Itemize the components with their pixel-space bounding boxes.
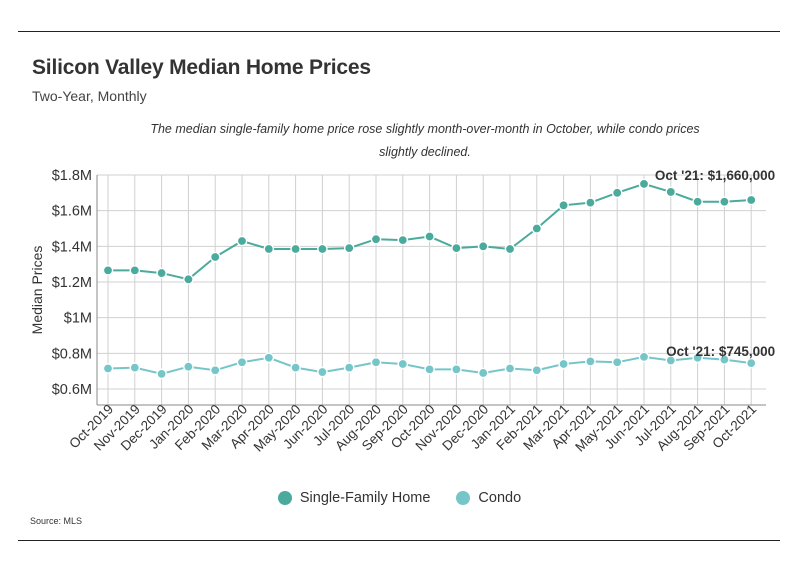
legend-item-single-family[interactable]: Single-Family Home	[277, 490, 431, 506]
data-point-condo	[397, 358, 409, 370]
data-point-single-family	[692, 196, 703, 208]
data-point-single-family	[290, 243, 301, 255]
data-point-single-family	[129, 265, 141, 276]
data-point-condo	[290, 362, 301, 373]
data-point-condo	[477, 367, 489, 379]
data-point-single-family	[719, 196, 730, 208]
data-point-single-family	[236, 235, 248, 247]
data-point-condo	[129, 362, 141, 373]
legend: Single-Family Home Condo	[0, 490, 799, 506]
y-axis-title: Median Prices	[29, 246, 45, 335]
data-point-single-family	[638, 178, 650, 190]
chart-subtitle: Two-Year, Monthly	[32, 88, 147, 104]
data-point-single-family	[102, 265, 114, 276]
data-point-condo	[209, 364, 221, 376]
data-point-condo	[531, 364, 543, 376]
y-tick-label: $1.4M	[52, 239, 92, 255]
y-tick-label: $1.6M	[52, 204, 92, 220]
data-point-condo	[585, 356, 596, 367]
y-tick-label: $0.8M	[52, 346, 92, 362]
annotation-label: Oct '21: $745,000	[666, 344, 775, 359]
data-point-condo	[183, 361, 194, 373]
data-point-condo	[638, 351, 650, 363]
data-point-condo	[504, 363, 516, 374]
data-point-condo	[424, 364, 435, 375]
legend-label-condo: Condo	[478, 490, 522, 506]
source-note: Source: MLS	[30, 516, 83, 526]
data-point-single-family	[397, 234, 409, 246]
data-point-condo	[263, 352, 275, 364]
annotation-label: Oct '21: $1,660,000	[655, 168, 775, 183]
data-point-single-family	[611, 187, 623, 199]
legend-label-single-family: Single-Family Home	[299, 490, 431, 506]
y-tick-label: $1M	[64, 311, 92, 327]
y-tick-label: $0.6M	[52, 382, 92, 398]
y-tick-label: $1.8M	[52, 168, 92, 184]
data-point-single-family	[477, 241, 489, 252]
data-point-single-family	[209, 251, 221, 263]
data-point-condo	[317, 366, 328, 378]
chart-note: The median single-family home price rose…	[150, 122, 700, 159]
legend-item-condo[interactable]: Condo	[456, 490, 521, 506]
data-point-condo	[692, 352, 703, 364]
data-point-single-family	[558, 200, 569, 211]
data-point-condo	[236, 356, 248, 368]
data-point-single-family	[370, 233, 382, 245]
data-point-single-family	[424, 231, 435, 242]
data-point-single-family	[504, 243, 516, 255]
data-point-single-family	[343, 242, 355, 254]
data-point-condo	[102, 363, 114, 374]
data-point-condo	[745, 357, 757, 369]
data-point-condo	[451, 364, 462, 375]
data-point-condo	[156, 368, 167, 380]
data-point-condo	[665, 355, 677, 366]
bottom-rule	[18, 540, 780, 541]
data-point-condo	[611, 356, 623, 368]
data-point-single-family	[263, 243, 275, 255]
data-point-condo	[719, 354, 730, 365]
data-point-single-family	[665, 186, 677, 198]
data-point-condo	[558, 358, 569, 370]
data-point-single-family	[156, 267, 167, 279]
data-point-single-family	[183, 274, 194, 285]
data-point-single-family	[585, 197, 596, 208]
legend-swatch-condo	[456, 491, 471, 505]
top-rule	[18, 31, 780, 32]
chart-title: Silicon Valley Median Home Prices	[32, 56, 371, 79]
data-point-single-family	[451, 242, 462, 254]
data-point-single-family	[531, 223, 543, 234]
y-tick-label: $1.2M	[52, 275, 92, 291]
legend-swatch-single-family	[277, 491, 292, 505]
data-point-condo	[343, 362, 355, 373]
data-point-single-family	[317, 243, 328, 255]
data-point-single-family	[745, 194, 757, 206]
data-point-condo	[370, 356, 382, 368]
